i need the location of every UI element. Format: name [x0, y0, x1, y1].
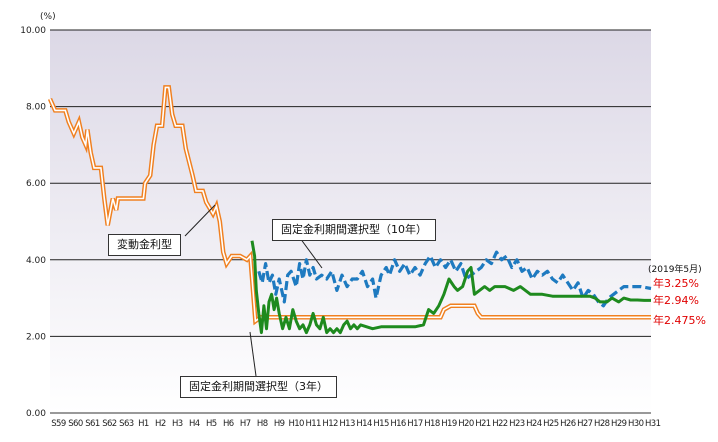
x-tick-label: H24: [526, 419, 542, 429]
x-tick-label: H19: [441, 419, 457, 429]
x-tick-label: H26: [560, 419, 576, 429]
callout-fixed3: 固定金利期間選択型（3年）: [180, 376, 337, 398]
y-tick-label: 4.00: [26, 256, 46, 266]
y-tick-label: 0.00: [26, 409, 46, 419]
end-label-hendo: 年2.475%: [653, 314, 706, 327]
x-tick-label: H29: [611, 419, 627, 429]
x-tick-label: H31: [645, 419, 661, 429]
y-tick-label: 2.00: [26, 332, 46, 342]
x-tick-label: H14: [356, 419, 372, 429]
x-tick-label: H22: [492, 419, 508, 429]
x-tick-label: H10: [288, 419, 304, 429]
x-tick-label: H11: [305, 419, 321, 429]
x-tick-label: H18: [424, 419, 440, 429]
x-tick-label: S62: [102, 419, 117, 429]
x-tick-label: S63: [119, 419, 134, 429]
x-tick-label: H13: [339, 419, 355, 429]
x-tick-label: H17: [407, 419, 423, 429]
x-tick-label: H28: [594, 419, 610, 429]
y-tick-label: 10.00: [20, 26, 46, 36]
callout-hendo: 変動金利型: [108, 234, 181, 256]
x-tick-label: S59: [51, 419, 66, 429]
x-tick-label: S61: [85, 419, 100, 429]
x-tick-label: S60: [68, 419, 83, 429]
callout-leaders: [184, 204, 323, 377]
x-tick-label: H20: [458, 419, 474, 429]
x-tick-label: H5: [206, 419, 217, 429]
x-tick-label: H12: [322, 419, 338, 429]
x-tick-label: H7: [240, 419, 251, 429]
x-tick-label: H27: [577, 419, 593, 429]
series-line-fixed3: [250, 240, 651, 335]
y-axis-ticks: 0.00 2.00 4.00 6.00 8.00 10.00: [20, 26, 46, 419]
x-tick-label: H6: [223, 419, 234, 429]
x-tick-label: H9: [274, 419, 285, 429]
callout-fixed10: 固定金利期間選択型（10年）: [272, 219, 436, 241]
x-tick-label: H16: [390, 419, 406, 429]
y-tick-label: 8.00: [26, 103, 46, 113]
x-tick-label: H2: [155, 419, 166, 429]
grid-lines: [50, 29, 651, 337]
leader-hendo: [184, 204, 216, 237]
end-date-note: (2019年5月): [648, 265, 702, 275]
x-tick-label: H8: [257, 419, 268, 429]
x-axis-ticks: S59 S60 S61 S62 S63 H1 H2 H3 H4 H5 H6 H7 H8 H9 H10 H11 H…: [51, 419, 661, 429]
end-label-fixed3: 年2.94%: [653, 294, 699, 307]
x-tick-label: H25: [543, 419, 559, 429]
x-tick-label: H4: [189, 419, 200, 429]
end-label-fixed10: 年3.25%: [653, 277, 699, 290]
series-line-fixed10: [257, 250, 652, 308]
x-tick-label: H1: [138, 419, 149, 429]
series-group: [47, 85, 652, 335]
x-tick-label: H30: [628, 419, 644, 429]
x-tick-label: H21: [475, 419, 491, 429]
series-line-hendo-inner: [49, 86, 651, 323]
x-tick-label: H15: [373, 419, 389, 429]
x-tick-label: H23: [509, 419, 525, 429]
y-tick-label: 6.00: [26, 179, 46, 189]
x-tick-label: H3: [172, 419, 183, 429]
leader-fixed3: [249, 331, 257, 377]
y-axis-unit: (%): [40, 12, 56, 22]
leader-fixed10: [299, 237, 323, 269]
